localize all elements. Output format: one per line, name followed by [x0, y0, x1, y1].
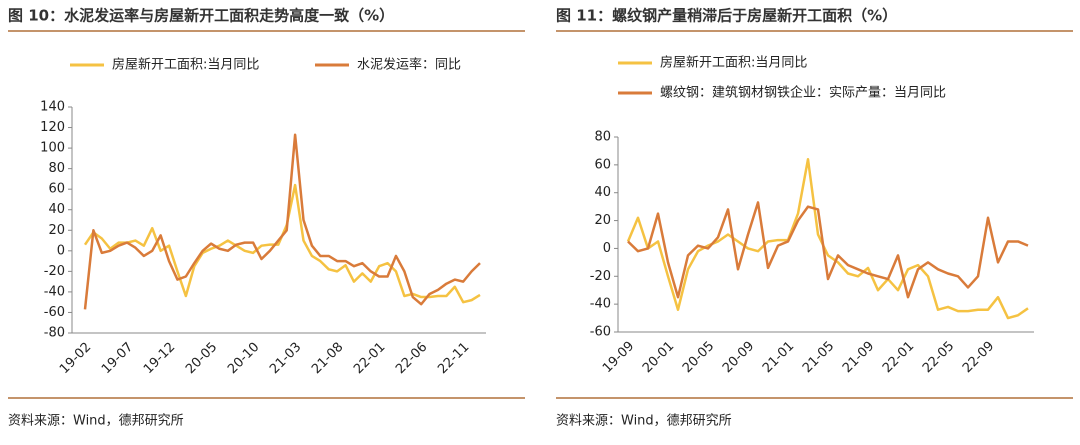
y-tick-label: -60: [44, 305, 65, 320]
y-tick-label: 20: [594, 213, 611, 228]
source-note: 资料来源：Wind，德邦研究所: [556, 414, 732, 429]
x-tick-label: 22-11: [435, 340, 472, 377]
figure-title: 图 10：水泥发运率与房屋新开工面积走势高度一致（%）: [8, 7, 394, 25]
x-tick-label: 19-12: [141, 340, 178, 377]
y-tick-label: -80: [44, 326, 65, 341]
x-tick-label: 20-05: [680, 339, 717, 376]
y-tick-label: -20: [590, 269, 611, 284]
y-tick-label: 60: [48, 182, 65, 197]
legend-label: 房屋新开工面积:当月同比: [660, 55, 807, 71]
y-tick-label: 140: [40, 100, 65, 115]
y-tick-label: -60: [590, 325, 611, 340]
y-tick-label: 120: [40, 120, 65, 135]
x-tick-label: 21-08: [309, 340, 346, 377]
figure-title: 图 11：螺纹钢产量稍滞后于房屋新开工面积（%）: [556, 7, 897, 25]
series-line: [626, 158, 1029, 320]
x-tick-label: 21-05: [800, 339, 837, 376]
y-tick-label: 40: [594, 185, 611, 200]
y-tick-label: 80: [48, 161, 65, 176]
legend-label: 房屋新开工面积:当月同比: [112, 57, 259, 73]
y-tick-label: 100: [40, 141, 65, 156]
x-tick-label: 21-01: [760, 339, 797, 376]
y-tick-label: 40: [48, 202, 65, 217]
x-tick-label: 20-01: [640, 339, 677, 376]
series-line: [83, 133, 481, 310]
y-tick-label: -40: [44, 284, 65, 299]
y-tick-label: 80: [594, 130, 611, 145]
x-tick-label: 22-01: [880, 339, 917, 376]
y-tick-label: 0: [603, 241, 611, 256]
x-tick-label: 22-05: [920, 339, 957, 376]
y-tick-label: 0: [57, 243, 65, 258]
x-tick-label: 19-07: [99, 340, 136, 377]
y-tick-label: -40: [590, 297, 611, 312]
source-note: 资料来源：Wind，德邦研究所: [8, 414, 184, 429]
legend-label: 螺纹钢：建筑钢材钢铁企业：实际产量：当月同比: [660, 85, 946, 101]
series-line: [627, 201, 1029, 299]
y-tick-label: -20: [44, 264, 65, 279]
x-tick-label: 22-06: [393, 340, 430, 377]
x-tick-label: 19-09: [600, 339, 637, 376]
y-tick-label: 60: [594, 157, 611, 172]
x-tick-label: 20-05: [183, 340, 220, 377]
x-tick-label: 20-09: [720, 339, 757, 376]
x-tick-label: 22-01: [351, 340, 388, 377]
x-tick-label: 22-09: [960, 339, 997, 376]
x-tick-label: 21-03: [267, 340, 304, 377]
x-tick-label: 19-02: [57, 340, 94, 377]
y-tick-label: 20: [48, 223, 65, 238]
legend-label: 水泥发运率：同比: [357, 57, 461, 73]
x-tick-label: 21-09: [840, 339, 877, 376]
x-tick-label: 20-10: [225, 340, 262, 377]
series-line: [83, 183, 481, 304]
